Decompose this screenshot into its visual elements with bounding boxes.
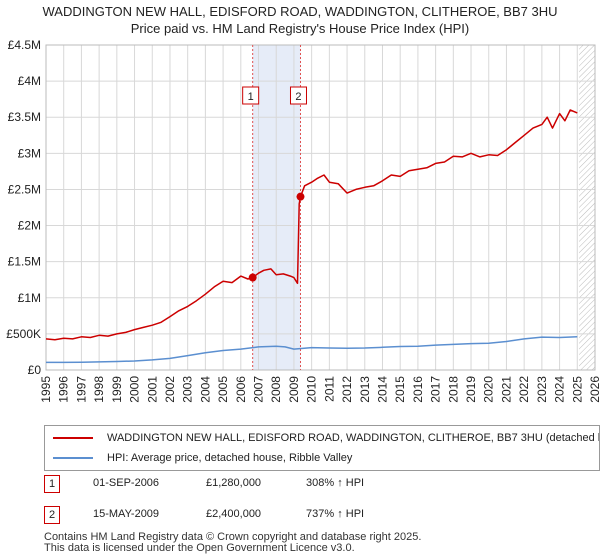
forecast-hatch	[579, 45, 595, 370]
y-tick-label: £3M	[18, 146, 41, 160]
x-tick-label: 2007	[252, 376, 266, 403]
x-tick-label: 2010	[305, 376, 319, 403]
y-tick-label: £500K	[6, 327, 41, 341]
x-tick-label: 2018	[446, 376, 460, 403]
hpi-line	[46, 336, 578, 364]
x-tick-label: 2013	[358, 376, 372, 403]
x-tick-label: 2020	[482, 376, 496, 403]
x-tick-label: 2016	[411, 376, 425, 403]
x-tick-label: 2000	[128, 376, 142, 403]
x-tick-label: 2009	[287, 376, 301, 403]
x-tick-label: 2001	[145, 376, 159, 403]
x-tick-label: 1995	[39, 376, 53, 403]
y-tick-label: £4M	[18, 74, 41, 88]
x-tick-label: 2004	[198, 376, 212, 403]
property-price-line	[45, 109, 578, 341]
legend-label-hpi: HPI: Average price, detached house, Ribb…	[107, 452, 353, 464]
plot-area-border	[45, 44, 596, 371]
transaction-price: £1,280,000	[206, 477, 262, 489]
transaction-label-box	[242, 86, 260, 105]
x-tick-label: 2012	[340, 376, 354, 403]
chart-title: WADDINGTON NEW HALL, EDISFORD ROAD, WADD…	[42, 4, 558, 19]
transaction-date: 15-MAY-2009	[93, 508, 160, 520]
x-tick-label: 2021	[499, 376, 513, 403]
x-tick-label: 2002	[163, 376, 177, 403]
x-tick-label: 2025	[570, 376, 584, 403]
footer-copyright: Contains HM Land Registry data © Crown c…	[44, 531, 422, 543]
transaction-point	[296, 192, 305, 201]
x-tick-label: 2019	[464, 376, 478, 403]
x-tick-label: 2024	[553, 376, 567, 403]
price-chart: £0 £500K £1M £1.5M £2M £2.5M £3M £3.5M £4M £4.5M 1…	[6, 38, 600, 403]
legend-swatch-hpi	[53, 457, 93, 459]
y-tick-label: £3.5M	[8, 110, 41, 124]
x-tick-label: 2006	[234, 376, 248, 403]
transaction-badge: 1	[44, 475, 60, 493]
x-tick-label: 2008	[269, 376, 283, 403]
x-tick-label: 1998	[92, 376, 106, 403]
y-tick-label: £4.5M	[8, 38, 41, 52]
legend-swatch-property	[53, 437, 93, 439]
x-tick-label: 1999	[110, 376, 124, 403]
transaction-label: 1	[248, 91, 254, 103]
x-tick-label: 1996	[57, 376, 71, 403]
y-tick-label: £2M	[18, 219, 41, 233]
x-tick-label: 2026	[588, 376, 600, 403]
legend-item-hpi: HPI: Average price, detached house, Ribb…	[53, 449, 352, 467]
footer-licence: This data is licensed under the Open Gov…	[44, 542, 355, 554]
x-tick-label: 2003	[181, 376, 195, 403]
transaction-price: £2,400,000	[206, 508, 262, 520]
transaction-badge: 2	[44, 506, 60, 524]
x-tick-label: 2015	[393, 376, 407, 403]
transaction-date: 01-SEP-2006	[93, 477, 160, 489]
y-tick-label: £1M	[18, 291, 41, 305]
chart-legend: WADDINGTON NEW HALL, EDISFORD ROAD, WADD…	[44, 425, 600, 471]
transaction-label: 2	[295, 91, 301, 103]
y-tick-label: £1.5M	[8, 255, 41, 269]
x-tick-label: 2011	[322, 376, 336, 402]
x-tick-label: 2005	[216, 376, 230, 403]
transaction-label-box	[289, 86, 307, 105]
transaction-point	[248, 273, 257, 282]
x-tick-label: 2022	[517, 376, 531, 403]
y-tick-label: £0	[28, 363, 42, 377]
transaction-hpi-change: 308% ↑ HPI	[306, 477, 365, 489]
legend-item-property: WADDINGTON NEW HALL, EDISFORD ROAD, WADD…	[53, 429, 600, 447]
legend-label-property: WADDINGTON NEW HALL, EDISFORD ROAD, WADD…	[107, 432, 600, 444]
x-tick-label: 2014	[375, 376, 389, 403]
transaction-hpi-change: 737% ↑ HPI	[306, 508, 365, 520]
chart-subtitle: Price paid vs. HM Land Registry's House …	[130, 21, 470, 36]
x-tick-label: 1997	[74, 376, 88, 403]
x-tick-label: 2023	[535, 376, 549, 403]
x-tick-label: 2017	[429, 376, 443, 403]
y-tick-label: £2.5M	[8, 182, 41, 196]
